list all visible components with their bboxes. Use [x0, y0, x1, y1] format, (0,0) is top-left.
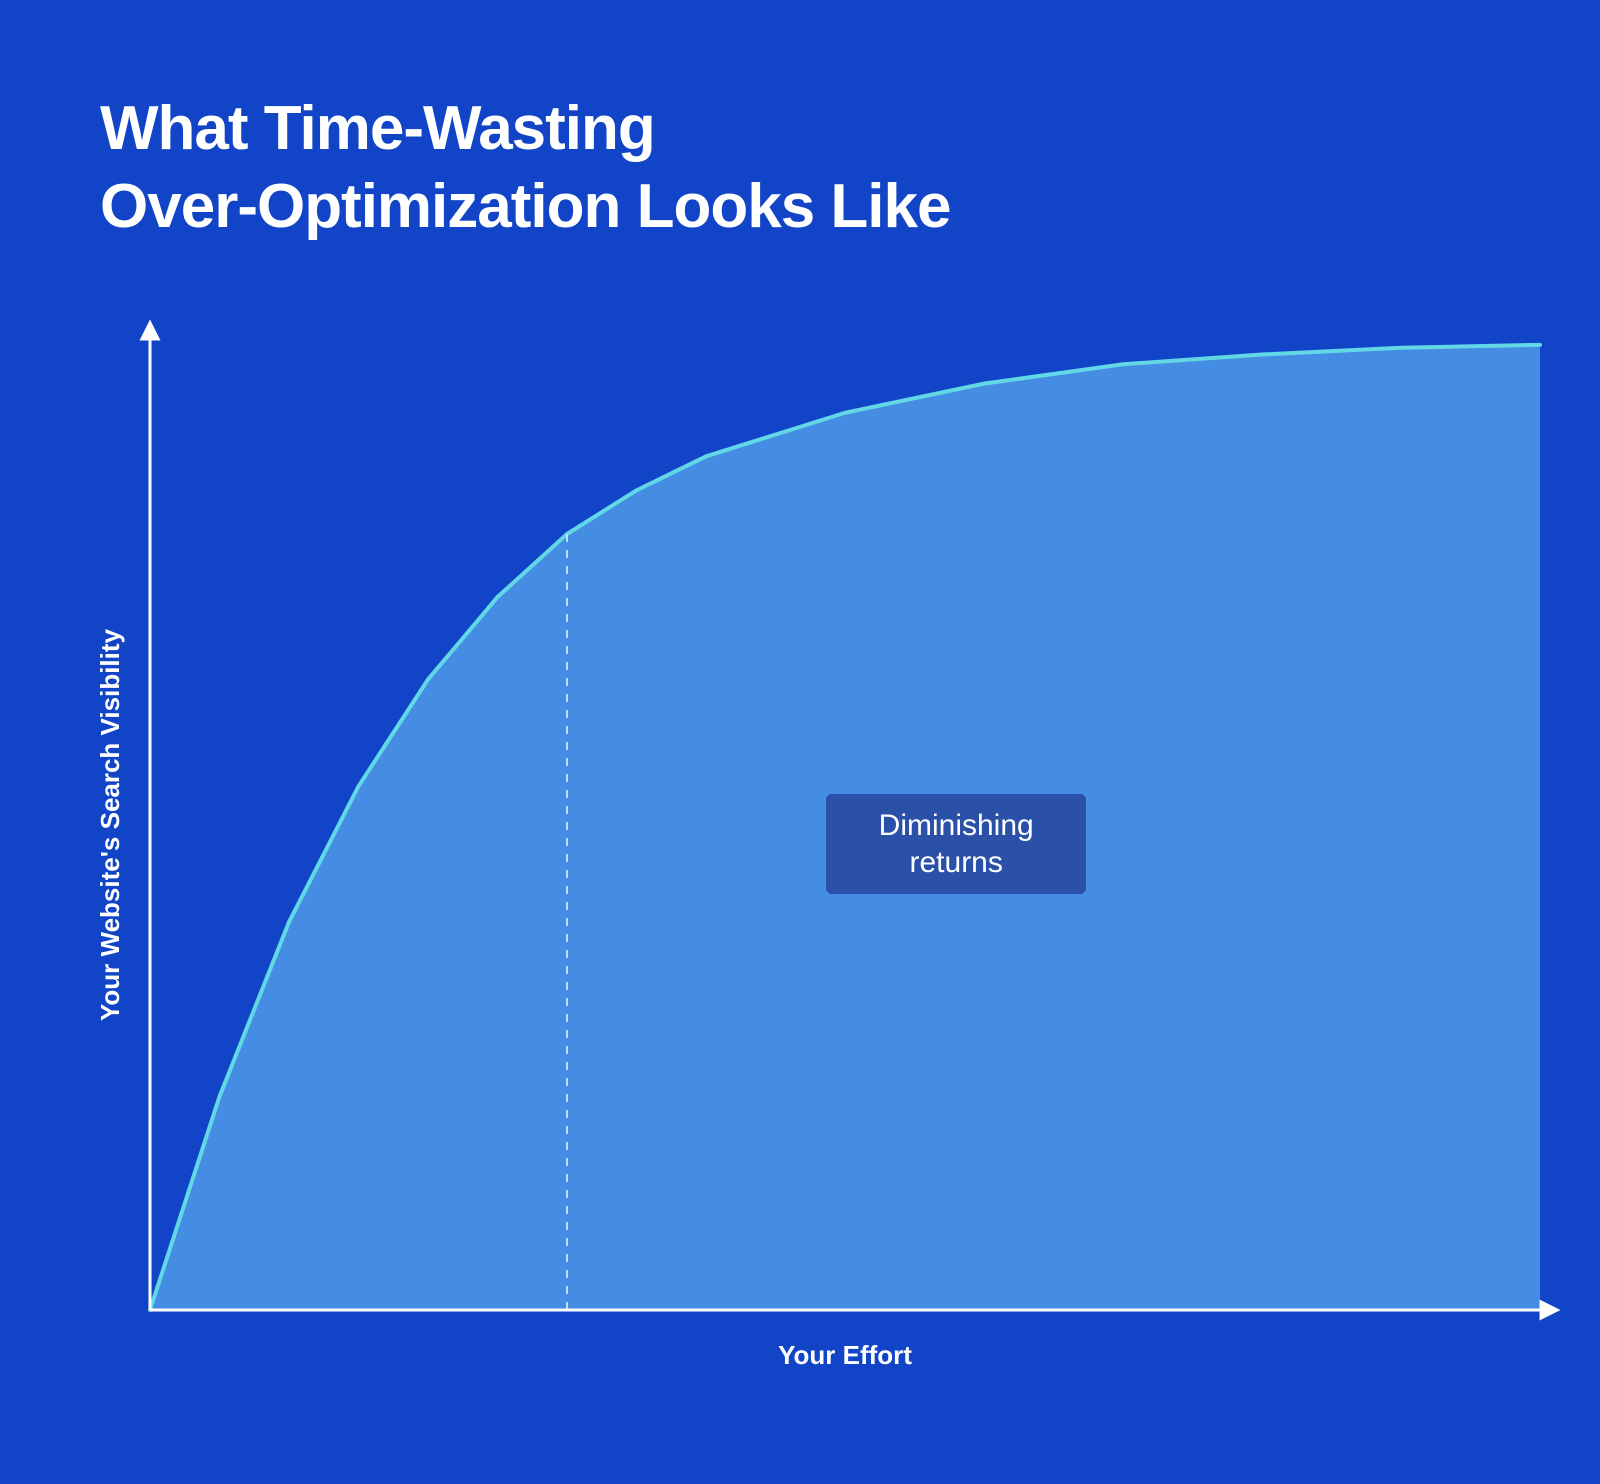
y-axis-label: Your Website's Search Visibility — [95, 545, 126, 1105]
chart-canvas: What Time-Wasting Over-Optimization Look… — [0, 0, 1600, 1484]
chart-title: What Time-Wasting Over-Optimization Look… — [100, 90, 950, 245]
x-axis-label: Your Effort — [725, 1340, 965, 1371]
diminishing-returns-annotation: Diminishing returns — [826, 794, 1086, 894]
